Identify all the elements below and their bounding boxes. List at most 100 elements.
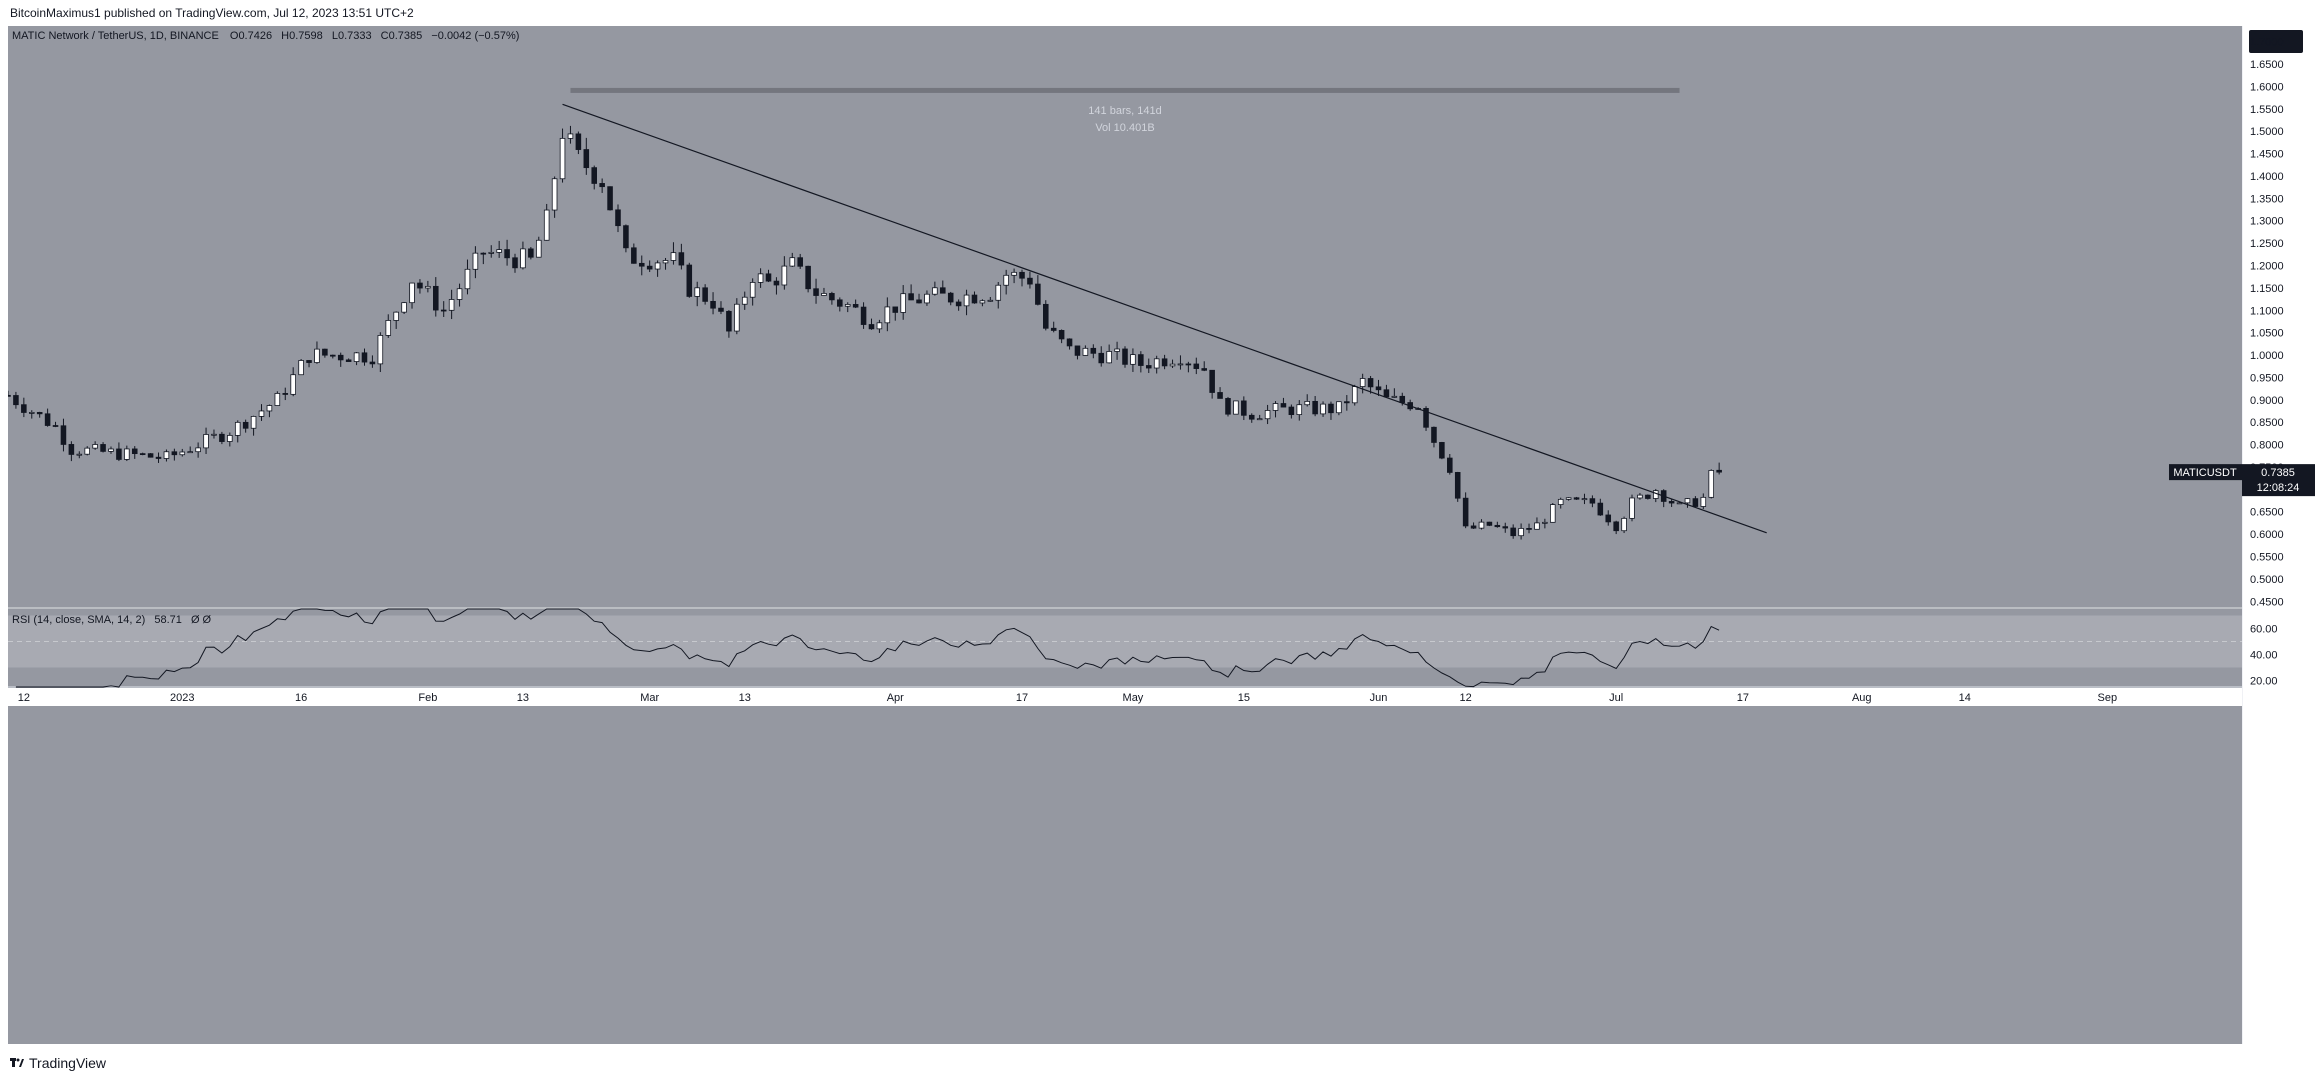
candle-body	[638, 262, 645, 267]
candle-body	[1478, 521, 1485, 529]
candle-body	[1486, 521, 1493, 526]
candle-body	[686, 264, 693, 297]
candle-body	[908, 293, 914, 301]
measure-range-bar[interactable]	[570, 87, 1680, 93]
candlestick-chart[interactable]: 12 2023 16 Feb 13 Mar 13 Apr 17 May 15 Jun 12 Jul 17 Au…	[5, 26, 2242, 1044]
candle-body	[1288, 406, 1295, 416]
chart-settings-button[interactable]	[2249, 30, 2303, 53]
candle-body	[1169, 363, 1176, 367]
tradingview-logo[interactable]: TradingView	[10, 1055, 106, 1071]
rsi-tick-group: 60.00 40.00 20.00	[2250, 624, 2278, 688]
candle-body	[488, 251, 495, 254]
candle-body	[1003, 274, 1009, 286]
candle-body	[1399, 395, 1406, 403]
candle-body	[369, 361, 376, 365]
candle-body	[1011, 271, 1017, 276]
candle-body	[1708, 470, 1715, 498]
time-tick-label: Aug	[1852, 692, 1872, 704]
candle-body	[1058, 330, 1065, 340]
candle-body	[789, 257, 796, 267]
candle-body	[1090, 347, 1097, 354]
candle-body	[108, 448, 114, 452]
candle-body	[1074, 345, 1081, 356]
candle-body	[401, 302, 407, 313]
candle-body	[726, 310, 732, 332]
candle-body	[1138, 354, 1144, 366]
candle-body	[1581, 498, 1588, 501]
candle-body	[456, 288, 463, 300]
rsi-tick-label: 20.00	[2250, 676, 2278, 688]
candle-body	[1383, 389, 1390, 398]
candle-body	[1684, 498, 1691, 504]
candle-body	[1423, 408, 1429, 428]
candle-body	[757, 273, 764, 283]
candle-body	[1454, 472, 1461, 499]
measure-volume-label: Vol 10.401B	[1095, 122, 1154, 134]
candle-body	[1391, 395, 1398, 398]
price-tick-label: 0.8000	[2250, 440, 2284, 452]
tradingview-brand: TradingView	[29, 1055, 107, 1071]
time-tick-label: 13	[517, 692, 529, 704]
candle-body	[1035, 283, 1041, 305]
candle-body	[147, 453, 154, 458]
candle-body	[797, 257, 803, 267]
price-axis[interactable]: 1.7000 1.6500 1.6000 1.5500 1.5000 1.4500 1.40…	[2241, 26, 2315, 1044]
candle-body	[1248, 414, 1255, 420]
candle-body	[662, 260, 669, 264]
price-tick-label: 1.0000	[2250, 350, 2284, 362]
candle-body	[1597, 502, 1604, 516]
candle-body	[520, 248, 526, 269]
candle-body	[187, 451, 193, 454]
descending-trendline[interactable]	[562, 103, 1767, 534]
time-tick-label: May	[1123, 692, 1144, 704]
candle-body	[1692, 498, 1699, 507]
candle-body	[1494, 524, 1501, 528]
candle-body	[76, 453, 83, 456]
candle-body	[710, 300, 716, 309]
candle-body	[1027, 277, 1033, 285]
candle-body	[805, 265, 811, 290]
candle-body	[1328, 403, 1334, 414]
candle-body	[535, 239, 542, 258]
candle-body	[1066, 338, 1073, 347]
footer: TradingView	[0, 1044, 2315, 1079]
candle-body	[195, 447, 201, 453]
candle-body	[1050, 327, 1057, 331]
price-tick-label: 0.9000	[2250, 395, 2284, 407]
candle-body	[337, 354, 344, 361]
candle-body	[472, 252, 479, 270]
candle-body	[1470, 525, 1477, 529]
candle-body	[1621, 517, 1627, 532]
price-tick-label: 0.9500	[2250, 372, 2284, 384]
rsi-tick-label: 40.00	[2250, 650, 2278, 662]
chart-area[interactable]: 12 2023 16 Feb 13 Mar 13 Apr 17 May 15 Jun 12 Jul 17 Au…	[5, 26, 2242, 1044]
candle-body	[155, 456, 162, 459]
candle-body	[1518, 528, 1524, 537]
candle-body	[1082, 347, 1089, 356]
candle-body	[1344, 401, 1350, 404]
price-tick-label: 0.4500	[2250, 596, 2284, 608]
candle-body	[599, 183, 605, 188]
candle-body	[314, 348, 320, 363]
candle-body	[5, 394, 11, 397]
candle-body	[1241, 400, 1247, 416]
symbol-tag	[2169, 464, 2242, 481]
candle-body	[718, 307, 724, 312]
candle-body	[1716, 469, 1722, 473]
candle-body	[654, 262, 661, 270]
candle-body	[266, 405, 273, 412]
time-tick-label: Jun	[1370, 692, 1388, 704]
legend-symbol: MATIC Network / TetherUS, 1D, BINANCE	[12, 30, 219, 42]
price-axis-svg[interactable]: 1.7000 1.6500 1.6000 1.5500 1.5000 1.4500 1.40…	[2241, 26, 2315, 1044]
legend-high-label: H	[281, 30, 289, 42]
candle-body	[417, 282, 423, 289]
price-tick-label: 1.2500	[2250, 238, 2284, 250]
candle-body	[92, 444, 98, 449]
candle-body	[480, 252, 487, 255]
candle-body	[116, 448, 122, 460]
candle-body	[28, 412, 35, 414]
time-tick-label: Apr	[887, 692, 904, 704]
candle-body	[1502, 526, 1509, 529]
rsi-line	[15, 608, 1720, 688]
candle-body	[1447, 457, 1453, 473]
